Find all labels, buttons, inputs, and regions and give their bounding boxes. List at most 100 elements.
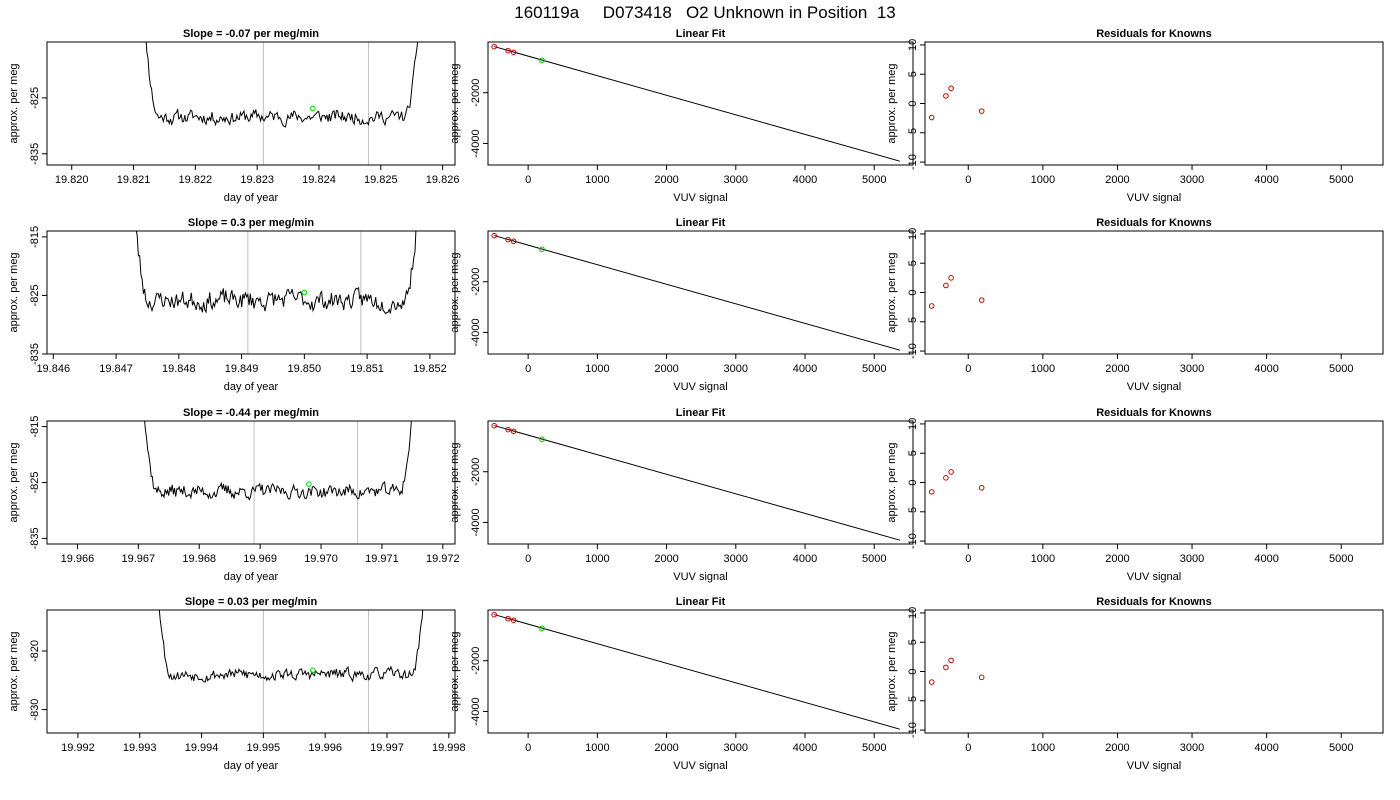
x-tick-label: 19.821 (117, 174, 151, 186)
x-tick-label: 0 (525, 742, 531, 754)
x-tick-label: 0 (525, 553, 531, 565)
x-tick-label: 19.848 (162, 363, 196, 375)
fit-line (494, 614, 900, 730)
x-tick-label: 19.852 (413, 363, 447, 375)
known-point-2 (505, 615, 511, 622)
y-tick-label: -4000 (470, 129, 482, 157)
known-point-3 (510, 238, 517, 245)
panel-title: Residuals for Knowns (1096, 217, 1212, 229)
x-tick-label: 5000 (862, 742, 886, 754)
x-tick-label: 19.822 (179, 174, 213, 186)
plot-frame (46, 41, 456, 166)
x-tick-label: 0 (965, 553, 971, 565)
y-axis: 10 5 0 -5 -10 (907, 39, 925, 170)
fit-line (494, 235, 900, 351)
y-tick-label: -835 (29, 527, 41, 549)
x-tick-label: 19.995 (247, 742, 281, 754)
y-tick-label: -830 (29, 699, 41, 721)
y-tick-label: -5 (907, 507, 919, 517)
x-tick-label: 0 (525, 174, 531, 186)
x-tick-label: 2000 (654, 742, 678, 754)
x-tick-label: 19.997 (370, 742, 404, 754)
x-axis: 19.966 19.967 19.968 19.969 19.970 19.971 19.9… (61, 544, 460, 565)
panel-r1c2: Linear Fit 0 1000 2000 3000 4000 5000 VUV signa… (449, 28, 914, 204)
x-tick-label: 1000 (585, 742, 609, 754)
x-tick-label: 5000 (1329, 174, 1353, 186)
plot-area (491, 43, 900, 162)
unknown-point (539, 436, 545, 443)
unknown-marker (310, 105, 316, 112)
plot-area (491, 611, 900, 730)
panel-r3c1: Slope = -0.44 per meg/min 19.966 19.967 19.… (8, 407, 460, 583)
x-axis: 0 1000 2000 3000 4000 5000 (525, 165, 886, 186)
x-tick-label: 3000 (724, 742, 748, 754)
y-tick-label: 5 (907, 260, 919, 266)
panel-title: Slope = -0.07 per meg/min (183, 28, 319, 40)
plot-area (928, 657, 985, 685)
x-axis-label: VUV signal (1127, 760, 1181, 772)
known-point-3 (510, 49, 517, 56)
known-point-3 (510, 428, 517, 435)
x-tick-label: 1000 (585, 363, 609, 375)
x-tick-label: 5000 (862, 553, 886, 565)
known-point-1 (491, 611, 498, 618)
x-tick-label: 1000 (585, 553, 609, 565)
series-line (145, 42, 419, 128)
panel-title: Slope = -0.44 per meg/min (183, 407, 319, 419)
y-tick-label: 10 (907, 228, 919, 240)
panel-title: Linear Fit (676, 596, 726, 608)
y-tick-label: 10 (907, 39, 919, 51)
x-tick-label: 4000 (1254, 553, 1278, 565)
x-tick-label: 19.992 (61, 742, 95, 754)
unknown-marker (310, 667, 316, 674)
x-axis: 19.820 19.821 19.822 19.823 19.824 19.825 19.8… (55, 165, 459, 186)
panel-r4c2: Linear Fit 0 1000 2000 3000 4000 5000 VUV signa… (449, 596, 914, 772)
x-tick-label: 3000 (724, 363, 748, 375)
x-tick-label: 0 (965, 363, 971, 375)
x-axis-label: VUV signal (1127, 571, 1181, 583)
y-tick-label: -825 (29, 284, 41, 306)
x-tick-label: 4000 (1254, 742, 1278, 754)
panel-title: Residuals for Knowns (1096, 407, 1212, 419)
plot-frame (487, 230, 914, 355)
known-point-1 (491, 422, 498, 429)
plot-area (158, 610, 424, 733)
x-axis-label: VUV signal (1127, 381, 1181, 393)
y-axis: -2000 -4000 (470, 647, 488, 726)
y-axis-label: approx. per meg (886, 63, 898, 143)
x-tick-label: 19.847 (99, 363, 133, 375)
y-axis-label: approx. per meg (449, 442, 461, 522)
x-tick-label: 19.850 (288, 363, 322, 375)
x-axis: 0 1000 2000 3000 4000 5000 (965, 354, 1353, 375)
y-tick-label: -2000 (470, 79, 482, 107)
y-axis: 10 5 0 -5 -10 (907, 228, 925, 359)
x-tick-label: 2000 (1105, 742, 1129, 754)
plot-frame (487, 420, 914, 545)
x-tick-label: 0 (525, 363, 531, 375)
series-line (158, 610, 424, 683)
x-tick-label: 5000 (1329, 742, 1353, 754)
x-tick-label: 5000 (862, 363, 886, 375)
x-tick-label: 5000 (1329, 363, 1353, 375)
x-tick-label: 4000 (1254, 174, 1278, 186)
known-point-3 (948, 469, 954, 475)
x-tick-label: 19.971 (365, 553, 399, 565)
x-axis: 0 1000 2000 3000 4000 5000 (965, 544, 1353, 565)
known-point-2 (505, 47, 511, 54)
x-axis-label: day of year (224, 192, 279, 204)
unknown-marker (306, 481, 312, 487)
x-tick-label: 19.966 (61, 553, 95, 565)
x-axis-label: VUV signal (673, 760, 727, 772)
y-axis: 10 5 0 -5 -10 (907, 607, 925, 738)
x-axis: 19.992 19.993 19.994 19.995 19.996 19.997 19.9… (61, 733, 466, 754)
y-tick-label: 0 (907, 289, 919, 295)
y-axis-label: approx. per meg (886, 631, 898, 711)
x-axis: 19.846 19.847 19.848 19.849 19.850 19.851 19.8… (36, 354, 447, 375)
plot-area (928, 275, 985, 309)
known-point-4 (978, 674, 985, 681)
plot-frame (924, 41, 1384, 166)
y-tick-label: -835 (29, 343, 41, 365)
